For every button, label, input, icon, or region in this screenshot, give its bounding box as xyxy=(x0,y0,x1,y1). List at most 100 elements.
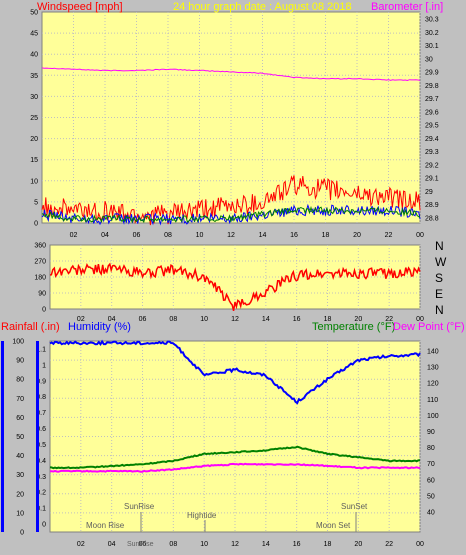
top-right-tick-14: 28.9 xyxy=(425,202,439,209)
top-grid xyxy=(42,12,421,223)
compass-label-4: N xyxy=(435,303,444,317)
humidity-tick-6: 40 xyxy=(16,453,24,460)
mid-x-tick-6: 14 xyxy=(262,316,270,323)
temperature-line xyxy=(49,445,421,470)
top-right-tick-3: 30 xyxy=(425,56,433,63)
rain-bar-left xyxy=(1,341,4,532)
top-left-tick-4: 30 xyxy=(30,94,38,101)
temp-tick-10: 40 xyxy=(427,510,435,517)
bot-x-tick-5: 12 xyxy=(231,541,239,548)
compass-label-3: E xyxy=(435,287,443,301)
top-left-tick-10: 0 xyxy=(34,221,38,228)
temp-tick-0: 140 xyxy=(427,349,439,356)
top-x-tick-10: 22 xyxy=(385,232,393,239)
top-right-tick-8: 29.5 xyxy=(425,123,439,130)
mid-left-tick-1: 270 xyxy=(34,259,46,266)
top-x-tick-9: 20 xyxy=(353,232,361,239)
top-x-tick-3: 08 xyxy=(164,232,172,239)
compass-label-2: S xyxy=(435,271,443,285)
top-x-tick-2: 06 xyxy=(133,232,141,239)
top-left-tick-3: 35 xyxy=(30,73,38,80)
bot-x-tick-4: 10 xyxy=(200,541,208,548)
top-right-tick-0: 30.3 xyxy=(425,17,439,24)
barometer-title: Barometer [.in] xyxy=(371,1,443,13)
compass-label-1: W xyxy=(435,255,447,269)
top-left-tick-9: 5 xyxy=(34,199,38,206)
temperature-axis: 140 130 120 110 100 90 80 70 60 50 40 xyxy=(427,349,439,517)
humidity-tick-3: 70 xyxy=(16,396,24,403)
wind-gust-line xyxy=(41,175,421,226)
rain-tick-1: 1 xyxy=(42,362,46,369)
top-right-tick-12: 29.1 xyxy=(425,176,439,183)
sunset-label: SunSet xyxy=(341,502,368,511)
top-right-tick-15: 28.8 xyxy=(425,216,439,223)
humidity-tick-7: 30 xyxy=(16,472,24,479)
top-left-tick-7: 15 xyxy=(30,157,38,164)
bot-x-tick-0: 02 xyxy=(77,541,85,548)
mid-x-tick-4: 10 xyxy=(200,316,208,323)
rainfall-title: Rainfall (.in) xyxy=(1,321,60,333)
mid-left-axis: 360 270 180 90 0 xyxy=(34,243,46,314)
top-right-tick-13: 29 xyxy=(425,189,433,196)
bot-x-tick-11: 00 xyxy=(416,541,424,548)
mid-x-tick-0: 02 xyxy=(77,316,85,323)
bottom-series xyxy=(49,339,421,473)
rain-tick-2: 0.9 xyxy=(36,378,46,385)
bot-x-tick-6: 14 xyxy=(262,541,270,548)
humidity-tick-2: 80 xyxy=(16,377,24,384)
top-right-tick-7: 29.6 xyxy=(425,109,439,116)
temp-tick-9: 50 xyxy=(427,493,435,500)
rain-bar-right xyxy=(36,341,39,532)
bot-x-tick-3: 08 xyxy=(169,541,177,548)
humidity-tick-10: 0 xyxy=(20,530,24,537)
top-right-axis: 30.3 30.2 30.1 30 29.9 29.8 29.7 29.6 29.5 29.4 29… xyxy=(425,17,439,223)
wind-direction-line xyxy=(49,262,421,311)
humidity-tick-5: 50 xyxy=(16,434,24,441)
top-left-tick-8: 10 xyxy=(30,178,38,185)
top-x-tick-1: 04 xyxy=(101,232,109,239)
top-left-tick-6: 20 xyxy=(30,136,38,143)
rain-tick-8: 0.3 xyxy=(36,474,46,481)
bottom-x-axis: 02 04 06 08 10 12 14 16 18 20 22 00 xyxy=(77,541,424,548)
mid-x-tick-2: 06 xyxy=(139,316,147,323)
top-left-tick-2: 40 xyxy=(30,52,38,59)
rain-tick-3: 0.8 xyxy=(36,394,46,401)
top-x-tick-0: 02 xyxy=(70,232,78,239)
humidity-line xyxy=(49,339,421,405)
top-right-tick-6: 29.7 xyxy=(425,96,439,103)
dewpoint-line xyxy=(49,462,421,473)
temp-tick-2: 120 xyxy=(427,381,439,388)
rainfall-axis: 1.1 1 0.9 0.8 0.7 0.6 0.5 0.4 0.3 0.2 0.1 0 xyxy=(36,347,46,529)
wind-direction-series xyxy=(49,262,421,311)
top-x-axis: 02 04 06 08 10 12 14 16 18 20 22 00 xyxy=(70,232,424,239)
top-left-tick-5: 25 xyxy=(30,115,38,122)
mid-x-tick-9: 20 xyxy=(354,316,362,323)
top-series xyxy=(41,67,421,226)
mid-x-axis: 02 04 06 08 10 12 14 16 18 20 22 00 xyxy=(77,316,424,323)
bottom-grid xyxy=(50,341,421,532)
rain-tick-9: 0.2 xyxy=(36,490,46,497)
mid-left-tick-4: 0 xyxy=(42,307,46,314)
date-title: 24 hour graph date : August 08 2018 xyxy=(173,1,352,13)
humidity-tick-1: 90 xyxy=(16,358,24,365)
bot-x-tick-2: 06 xyxy=(139,541,147,548)
rain-tick-0: 1.1 xyxy=(36,347,46,354)
top-right-tick-5: 29.8 xyxy=(425,83,439,90)
temp-tick-1: 130 xyxy=(427,365,439,372)
temp-tick-7: 70 xyxy=(427,461,435,468)
top-x-tick-11: 00 xyxy=(416,232,424,239)
rain-tick-6: 0.5 xyxy=(36,442,46,449)
rain-tick-5: 0.6 xyxy=(36,426,46,433)
mid-x-tick-8: 18 xyxy=(324,316,332,323)
mid-x-tick-3: 08 xyxy=(169,316,177,323)
mid-x-tick-5: 12 xyxy=(231,316,239,323)
hightide-label: Hightide xyxy=(187,511,217,520)
temp-tick-3: 110 xyxy=(427,397,438,404)
temperature-title: Temperature (°F) xyxy=(312,321,395,333)
